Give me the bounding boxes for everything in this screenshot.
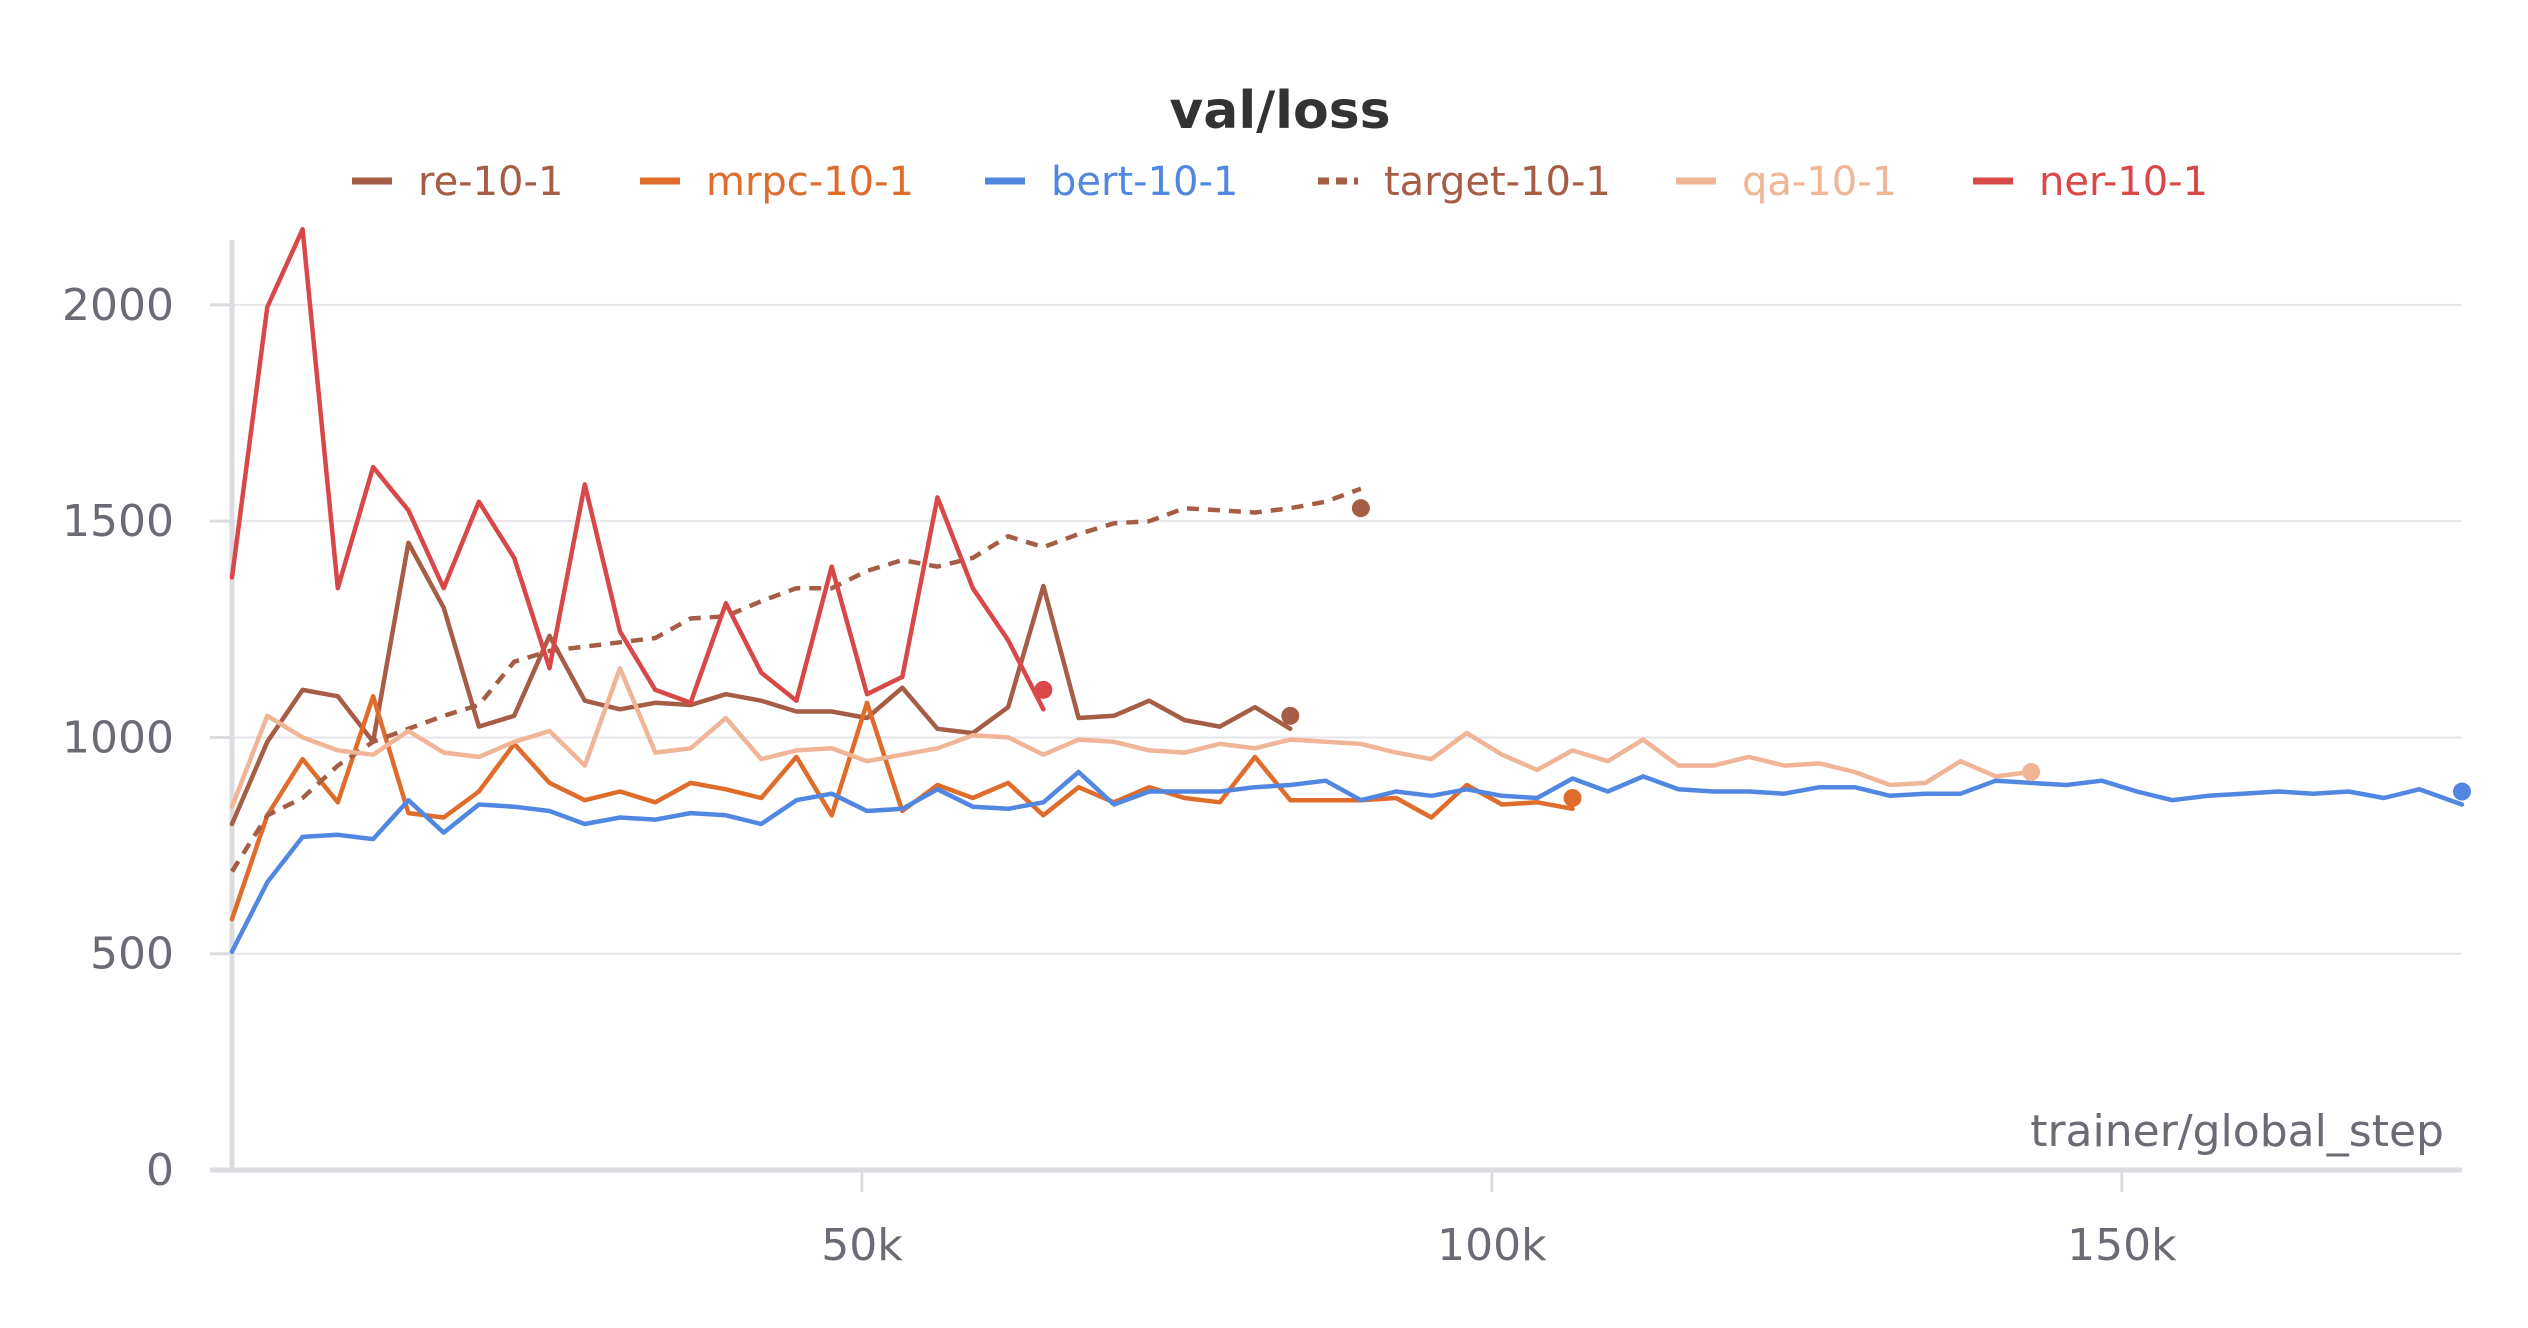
grid-lines <box>232 303 2462 955</box>
series-line-ner-10-1 <box>229 226 1046 712</box>
series-line-re-10-1 <box>229 540 1293 827</box>
y-tick-label: 2000 <box>62 280 174 331</box>
legend-label-bert-10-1: bert-10-1 <box>1051 159 1238 205</box>
y-tick-label: 500 <box>90 929 174 980</box>
series-end-marker-ner-10-1 <box>1034 680 1053 699</box>
legend-label-mrpc-10-1: mrpc-10-1 <box>706 159 914 205</box>
legend-label-ner-10-1: ner-10-1 <box>2039 159 2208 205</box>
x-axis-label: trainer/global_step <box>2030 1106 2444 1157</box>
series-end-marker-qa-10-1 <box>2022 763 2041 782</box>
axes <box>210 240 2462 1173</box>
series-end-marker-target-10-1 <box>1351 499 1370 518</box>
y-tick-label: 1000 <box>62 712 174 763</box>
x-tick-label: 100k <box>1437 1220 1547 1271</box>
series-end-marker-re-10-1 <box>1281 706 1300 725</box>
series-line-target-10-1 <box>230 486 1362 873</box>
legend-label-qa-10-1: qa-10-1 <box>1742 159 1897 205</box>
x-axis-ticks: 50k 100k 150k <box>821 1170 2177 1271</box>
series-lines <box>229 226 2471 954</box>
legend-label-re-10-1: re-10-1 <box>418 159 563 205</box>
legend-label-target-10-1: target-10-1 <box>1384 159 1611 205</box>
series-line-qa-10-1 <box>229 665 2034 809</box>
series-line-bert-10-1 <box>229 769 2465 954</box>
y-tick-label: 1500 <box>62 496 174 547</box>
chart-title: val/loss <box>1169 81 1390 141</box>
x-tick-label: 150k <box>2067 1220 2177 1271</box>
series-end-marker-mrpc-10-1 <box>1563 789 1582 807</box>
y-tick-label: 0 <box>146 1145 174 1196</box>
y-axis-ticks: 0 500 1000 1500 2000 <box>62 280 232 1196</box>
series-end-marker-bert-10-1 <box>2453 782 2471 801</box>
x-tick-label: 50k <box>821 1220 903 1271</box>
legend: re-10-1 mrpc-10-1 bert-10-1 target-10-1 qa-1… <box>352 159 2208 205</box>
